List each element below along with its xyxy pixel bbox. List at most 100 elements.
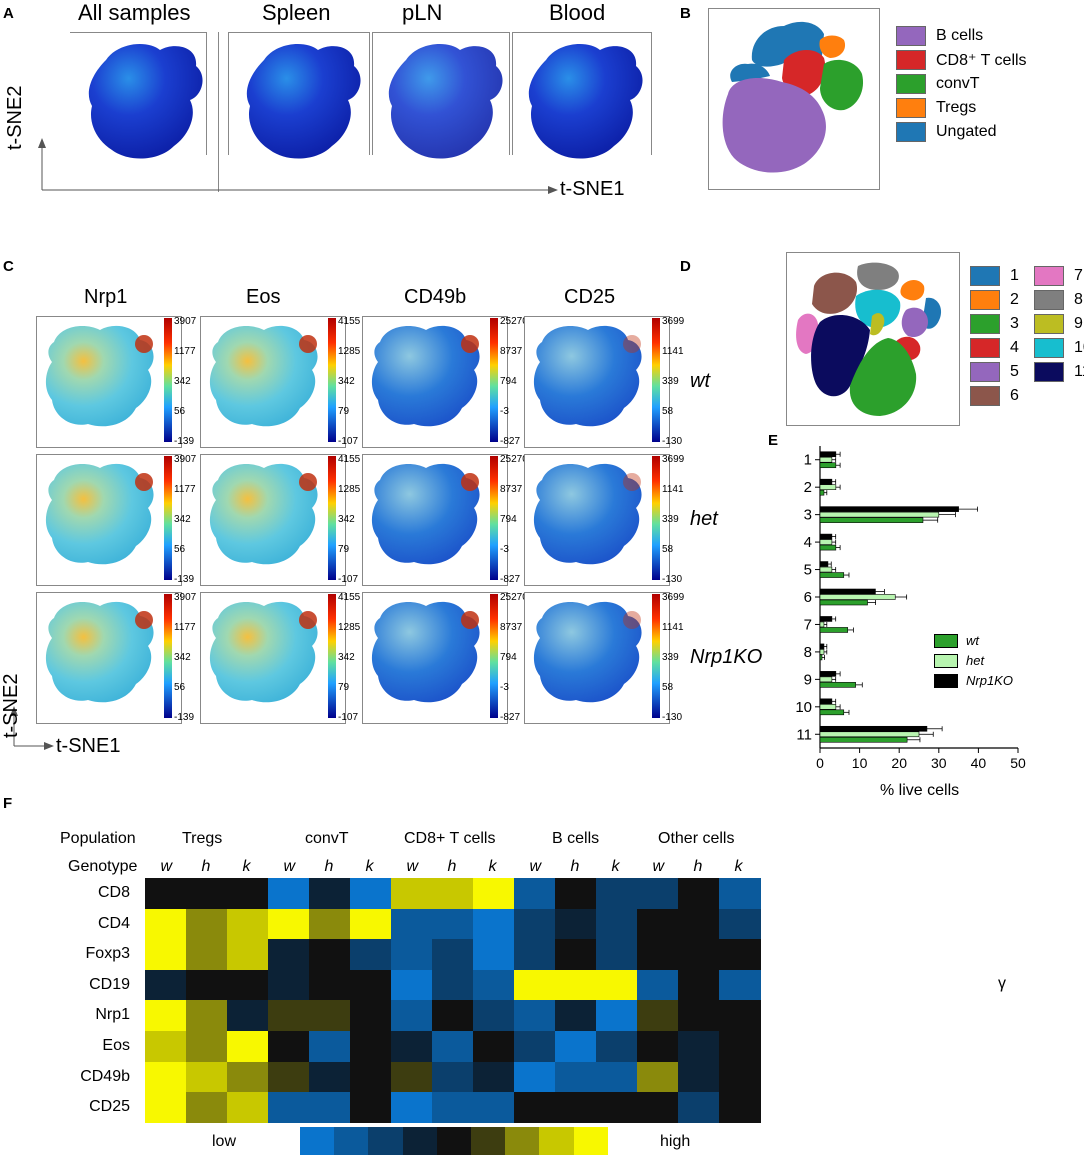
panel-c-colorbar-r1-c3 [490, 318, 498, 442]
legend-swatch [896, 74, 926, 94]
panel-c-colorbar-r1-c1 [164, 318, 172, 442]
legend-cluster-1: 1 [970, 266, 1019, 286]
colorbar-tick-label: -130 [662, 712, 683, 723]
heatmap-row-header-population: Population [60, 830, 136, 847]
legend-swatch [1034, 290, 1064, 310]
heatmap-scale-swatch [436, 1127, 472, 1155]
colorbar-tick-label: -107 [338, 436, 359, 447]
heatmap-cell [432, 1061, 474, 1093]
legend-cluster-8: 8 [1034, 290, 1083, 310]
colorbar-tick-label: -139 [174, 574, 195, 585]
legend-label: 4 [1010, 339, 1019, 356]
heatmap-row-label-cd8: CD8 [97, 884, 130, 901]
e-bar-wt-11 [819, 736, 908, 743]
colorbar-tick-label: 25270 [500, 454, 528, 465]
e-bar-wt-5 [819, 572, 845, 578]
legend-swatch [970, 362, 1000, 382]
e-bar-wt-4 [819, 544, 837, 551]
e-y-tick-label: 4 [804, 534, 812, 551]
colorbar-tick-label: 1285 [338, 346, 361, 357]
e-y-tick-label: 9 [804, 671, 812, 688]
colorbar-tick-label: -107 [338, 712, 359, 723]
heatmap-cell [432, 1000, 474, 1032]
colorbar-tick-label: -130 [662, 436, 683, 447]
heatmap-cell [432, 969, 474, 1001]
legend-label: 9 [1074, 315, 1083, 332]
legend-label: 5 [1010, 363, 1019, 380]
heatmap-cell [678, 878, 720, 910]
heatmap-cell [678, 1061, 720, 1093]
heatmap-cell [186, 1031, 228, 1063]
heatmap-cell [227, 1031, 269, 1063]
colorbar-tick-label: 79 [338, 682, 350, 693]
colorbar-tick-label: 56 [174, 544, 186, 555]
legend-cluster-9: 9 [1034, 314, 1083, 334]
legend-swatch [970, 386, 1000, 406]
heatmap-cell [350, 908, 392, 940]
e-y-tick-label: 7 [804, 616, 812, 633]
heatmap-cell [596, 969, 638, 1001]
panel-c-marker-eos: Eos [246, 286, 281, 308]
heatmap-cell [514, 969, 556, 1001]
panel-c-tsne-r2-c1 [45, 463, 154, 565]
e-bar-het-7 [819, 621, 825, 628]
panel-c-marker-cd49b: CD49b [404, 286, 467, 308]
heatmap-cell [678, 1092, 720, 1124]
legend-label: 3 [1010, 315, 1019, 332]
heatmap-cell [268, 908, 310, 940]
e-bar-wt-8 [819, 654, 823, 661]
legend-swatch [970, 338, 1000, 358]
e-bar-het-10 [819, 704, 837, 710]
colorbar-tick-label: 794 [500, 514, 517, 525]
heatmap-cell [350, 1031, 392, 1063]
heatmap-scale-swatch [539, 1127, 574, 1155]
legend-swatch [934, 653, 958, 668]
colorbar-tick-label: 1141 [662, 346, 684, 357]
e-y-tick-label: 3 [804, 507, 812, 524]
colorbar-tick-label: 58 [662, 406, 674, 417]
heatmap-cell [309, 1000, 351, 1032]
heatmap-cell [719, 878, 761, 910]
heatmap-cell [637, 1092, 679, 1124]
heatmap-cell [186, 939, 228, 971]
heatmap-cell [309, 939, 351, 971]
panel-b-label: B [680, 5, 691, 22]
e-bar-wt-9 [819, 682, 856, 688]
panel-c-colorbar-r1-c2 [328, 318, 336, 442]
colorbar-tick-label: 339 [662, 376, 679, 387]
heatmap-cell [555, 1092, 597, 1124]
panel-c-tsne-r2-c2 [209, 463, 318, 565]
colorbar-tick-label: 1177 [174, 346, 196, 357]
panel-a-x-axis-label: t-SNE1 [560, 178, 625, 200]
heatmap-cell [268, 1092, 310, 1124]
e-bar-nrp1ko-3 [819, 506, 959, 512]
colorbar-tick-label: 1141 [662, 484, 684, 495]
heatmap-cell [309, 1031, 351, 1063]
heatmap-scale-swatch [334, 1127, 369, 1155]
legend-swatch [934, 673, 958, 688]
heatmap-cell [555, 878, 597, 910]
heatmap-cell [350, 878, 392, 910]
heatmap-scale-high: high [660, 1133, 691, 1150]
heatmap-cell [514, 939, 556, 971]
heatmap-cell [145, 969, 187, 1001]
colorbar-tick-label: 3699 [662, 454, 685, 465]
heatmap-cell [719, 939, 761, 971]
heatmap-cell [596, 1061, 638, 1093]
colorbar-tick-label: 794 [500, 652, 517, 663]
heatmap-row-label-cd4: CD4 [97, 914, 130, 932]
heatmap-scale-swatch [471, 1127, 506, 1155]
colorbar-tick-label: 794 [500, 376, 517, 387]
heatmap-cell [432, 1031, 474, 1063]
panel-c-label: C [3, 258, 14, 275]
panel-c-tsne-r1-c3 [371, 325, 480, 427]
e-bar-nrp1ko-6 [819, 588, 876, 595]
heatmap-population-cd8-t-cells: CD8+ T cells [404, 830, 496, 847]
heatmap-cell [473, 878, 515, 910]
colorbar-tick-label: -3 [500, 682, 509, 693]
e-x-tick-label: 50 [1010, 755, 1026, 771]
heatmap-scale-swatch [505, 1127, 540, 1155]
legend-label: 7 [1074, 267, 1083, 284]
legend-ungated: Ungated [896, 122, 997, 142]
e-bar-nrp1ko-8 [819, 643, 825, 650]
